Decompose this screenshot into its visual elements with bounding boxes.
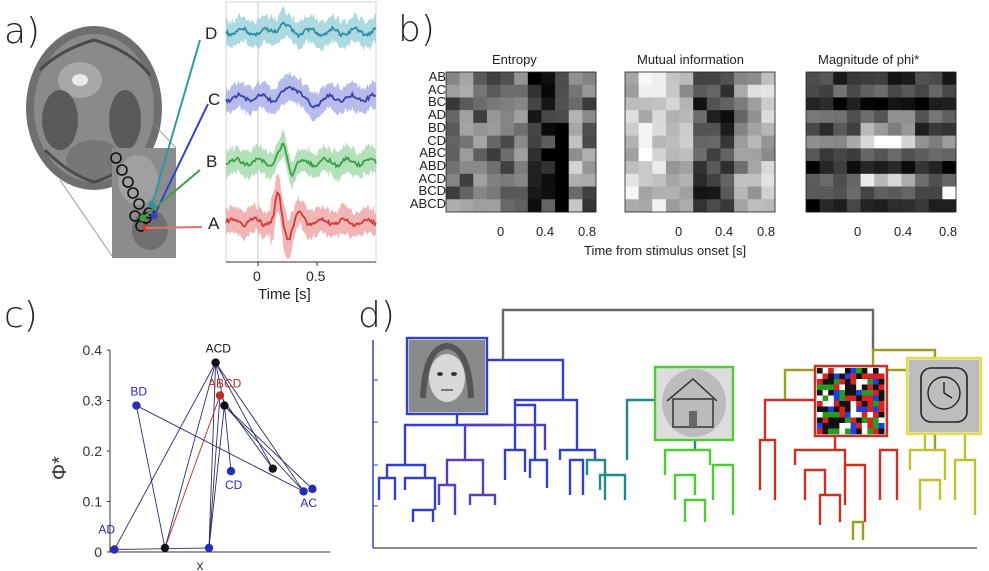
panel-b-title-mutual-information: Mutual information (637, 52, 744, 67)
panel-a-xtick-0: 0 (253, 268, 261, 284)
row-label-ab: AB (428, 69, 446, 84)
panel-b-title-phi: Magnitude of phi* (818, 52, 920, 67)
panel-label-b: b) (398, 9, 435, 50)
row-label-ac: AC (427, 81, 446, 97)
scatter-point-acd (211, 358, 220, 367)
scatter-label-abcd: ABCD (208, 376, 242, 390)
brain-scan-image (26, 26, 162, 190)
scatter-point-cd (226, 467, 236, 476)
trace-line-C (225, 85, 377, 109)
trace-band-C (226, 71, 376, 122)
y-tick-label: 0.4 (83, 342, 103, 358)
panel-a-xtick-05: 0.5 (306, 268, 326, 284)
trace-line-D (225, 21, 377, 39)
trace-band-D (226, 6, 376, 52)
dendrogram (372, 308, 983, 549)
panel-a-channel-label-d: D (205, 24, 218, 43)
scatter-point (220, 401, 229, 410)
panel-b-xtick-04-c: 0.4 (894, 224, 913, 239)
scatter-point-abcd (215, 391, 225, 400)
panel-b-xtick-0-a: 0 (497, 224, 505, 239)
scatter-label-ac: AC (300, 496, 317, 510)
house-image (653, 365, 735, 442)
panel-b-xtick-0-b: 0 (675, 224, 683, 239)
row-label-cd: CD (427, 132, 446, 148)
clock-image (905, 356, 983, 436)
lfp-traces (225, 6, 377, 259)
scatter-point (299, 487, 308, 496)
y-tick-label: 0.2 (83, 443, 103, 459)
row-label-abc: ABC (419, 145, 446, 161)
phi-scatter-plot: 0 0.1 0.2 0.3 0.4 Φ* x ACD BD ABCD CD AC AD (49, 342, 330, 571)
panel-b-xtick-08-b: 0.8 (757, 224, 776, 239)
panel-a-xlabel: Time [s] (258, 286, 311, 303)
scatter-point (204, 543, 214, 553)
panel-a-channel-label-b: B (206, 152, 218, 171)
trace-line-A (225, 190, 377, 241)
panel-a-channel-label-c: C (208, 90, 221, 109)
x-axis-label: x (197, 557, 204, 571)
row-label-ad: AD (427, 107, 446, 123)
panel-b-xtick-08-a: 0.8 (578, 224, 597, 239)
y-tick-label: 0 (94, 544, 102, 560)
row-label-bc: BC (427, 94, 446, 110)
row-label-bcd: BCD (418, 183, 446, 199)
electrode-inset (110, 148, 176, 258)
phi-magnitude-heatmap (805, 71, 957, 213)
panel-a-channel-label-a: A (208, 214, 220, 233)
panel-b-title-entropy: Entropy (492, 52, 537, 67)
panel-b-xtick-04-b: 0.4 (715, 224, 734, 239)
scatter-point (160, 543, 170, 553)
panel-b-xlabel: Time from stimulus onset [s] (584, 243, 747, 258)
noise-image (813, 364, 889, 438)
entropy-heatmap (445, 71, 597, 213)
row-label-abd: ABD (419, 157, 446, 173)
panel-label-d: d) (358, 295, 395, 336)
scatter-label-cd: CD (225, 478, 243, 492)
row-label-acd: ACD (418, 170, 446, 186)
scatter-point-ac (308, 484, 317, 494)
scatter-label-bd: BD (130, 385, 147, 399)
panel-b-xtick-08-c: 0.8 (939, 224, 958, 239)
scatter-label-acd: ACD (206, 342, 232, 356)
panel-b-xtick-04-a: 0.4 (536, 224, 555, 239)
row-label-abcd: ABCD (409, 196, 446, 211)
scatter-point-ad (110, 545, 119, 554)
trace-band-A (226, 173, 376, 259)
mutual-information-heatmap (624, 71, 776, 213)
scatter-point (268, 464, 277, 473)
y-tick-label: 0.1 (83, 494, 103, 510)
scatter-point-bd (132, 401, 141, 410)
y-axis-label: Φ* (49, 456, 71, 480)
trace-band-B (226, 128, 376, 190)
panel-b-heatmaps (445, 71, 957, 213)
panel-label-a: a) (4, 11, 41, 52)
scatter-label-ad: AD (98, 522, 115, 536)
row-label-bd: BD (427, 119, 446, 135)
panel-label-c: c) (4, 295, 38, 336)
panel-a-figure (26, 1, 377, 266)
y-tick-label: 0.3 (83, 393, 103, 409)
trace-line-B (225, 142, 377, 178)
panel-b-xtick-0-c: 0 (854, 224, 862, 239)
face-image (405, 336, 489, 416)
